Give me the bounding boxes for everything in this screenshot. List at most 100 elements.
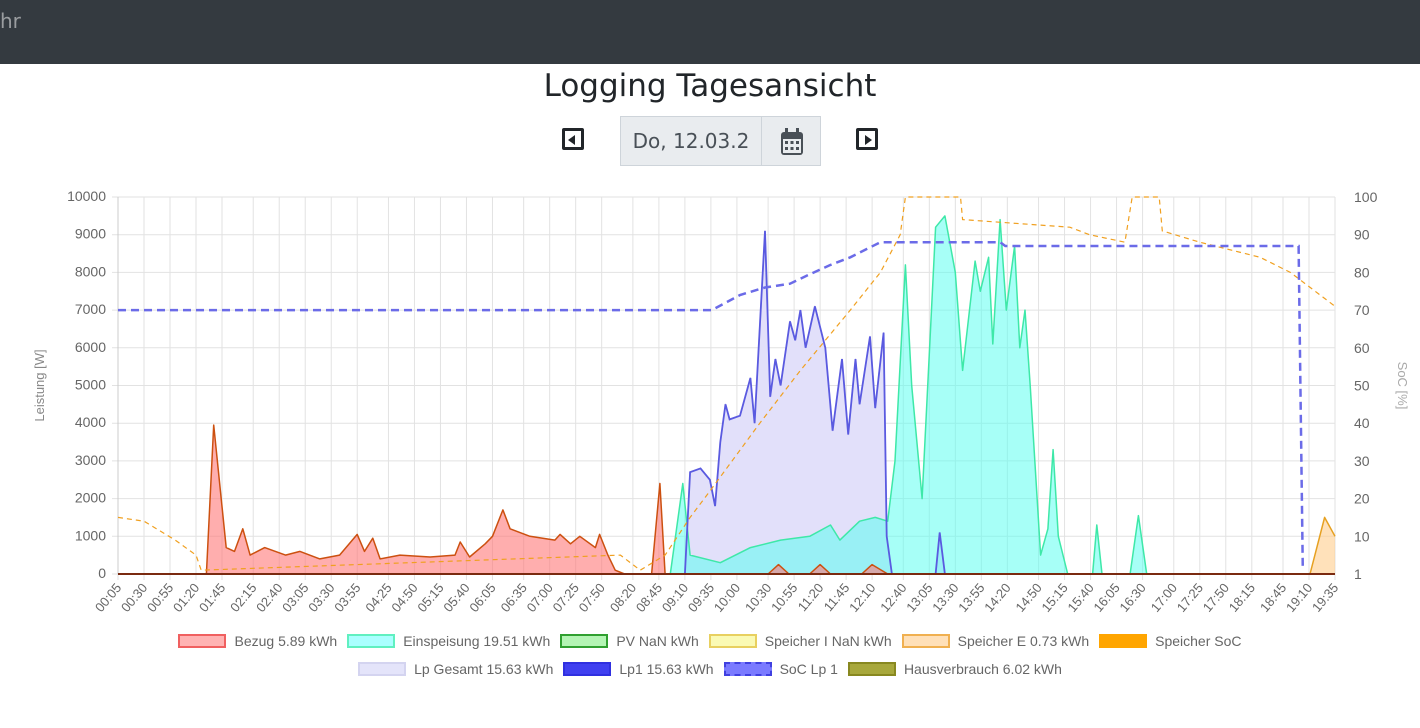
y-axis-title: Leistung [W] bbox=[32, 349, 47, 421]
legend-label: Speicher E 0.73 kWh bbox=[957, 633, 1090, 649]
legend-swatch bbox=[708, 634, 757, 648]
calendar-button[interactable] bbox=[761, 116, 821, 166]
x-tick-label: 12:10 bbox=[846, 580, 878, 615]
y2-tick-label: 30 bbox=[1354, 453, 1370, 469]
legend-swatch bbox=[1099, 634, 1148, 648]
x-tick-label: 14:20 bbox=[981, 580, 1013, 615]
series-area-bezug bbox=[118, 425, 888, 574]
legend-item[interactable]: Bezug 5.89 kWh bbox=[178, 633, 337, 649]
y2-tick-label: 50 bbox=[1354, 378, 1370, 394]
legend-label: Lp1 15.63 kWh bbox=[619, 661, 714, 677]
legend-label: Speicher SoC bbox=[1155, 633, 1242, 649]
y2-axis-title: SoC [%] bbox=[1395, 362, 1410, 410]
x-tick-label: 17:50 bbox=[1200, 580, 1232, 615]
x-tick-label: 00:55 bbox=[144, 580, 176, 615]
legend-swatch bbox=[358, 662, 407, 676]
legend-label: Bezug 5.89 kWh bbox=[234, 633, 338, 649]
x-tick-label: 16:05 bbox=[1090, 580, 1122, 615]
x-tick-label: 18:15 bbox=[1226, 580, 1258, 615]
x-tick-label: 11:20 bbox=[795, 580, 827, 614]
legend-row-2: Lp Gesamt 15.63 kWh Lp1 15.63 kWh SoC Lp 1… bbox=[0, 661, 1420, 677]
legend-item[interactable]: SoC Lp 1 bbox=[723, 661, 838, 677]
y-tick-label: 3000 bbox=[75, 452, 106, 468]
x-tick-label: 08:20 bbox=[607, 580, 639, 615]
legend-item[interactable]: Speicher SoC bbox=[1099, 633, 1242, 649]
y2-tick-label: 90 bbox=[1354, 227, 1370, 243]
x-tick-label: 07:25 bbox=[550, 580, 582, 615]
series-area-lp bbox=[684, 230, 945, 574]
legend-swatch bbox=[560, 634, 609, 648]
next-day-button[interactable] bbox=[856, 128, 878, 150]
legend-label: SoC Lp 1 bbox=[779, 661, 838, 677]
y-tick-label: 1000 bbox=[75, 527, 106, 543]
x-tick-label: 02:15 bbox=[227, 580, 259, 615]
x-tick-label: 14:50 bbox=[1012, 580, 1044, 615]
caret-right-icon bbox=[865, 135, 872, 145]
navbar: hr bbox=[0, 0, 1420, 64]
x-tick-label: 08:45 bbox=[633, 580, 665, 615]
legend-item[interactable]: PV NaN kWh bbox=[560, 633, 699, 649]
y2-tick-label: 70 bbox=[1354, 302, 1370, 318]
x-tick-label: 13:05 bbox=[903, 580, 935, 615]
series-line-soc-lp1 bbox=[118, 240, 1305, 571]
y-tick-label: 6000 bbox=[75, 339, 106, 355]
legend-swatch bbox=[178, 634, 227, 648]
x-tick-label: 13:30 bbox=[929, 580, 961, 615]
legend-row-1: Bezug 5.89 kWh Einspeisung 19.51 kWh PV Na… bbox=[0, 633, 1420, 649]
legend-item[interactable]: Hausverbrauch 6.02 kWh bbox=[847, 661, 1062, 677]
series-line-lp1 bbox=[684, 230, 946, 575]
legend-item[interactable]: Lp Gesamt 15.63 kWh bbox=[358, 661, 553, 677]
y-tick-label: 5000 bbox=[75, 377, 106, 393]
legend-label: Lp Gesamt 15.63 kWh bbox=[414, 661, 554, 677]
x-tick-label: 04:25 bbox=[362, 580, 394, 615]
x-tick-label: 01:20 bbox=[170, 580, 202, 615]
x-tick-label: 00:05 bbox=[92, 580, 124, 615]
legend-item[interactable]: Speicher I NaN kWh bbox=[708, 633, 892, 649]
x-tick-label: 12:40 bbox=[877, 580, 909, 615]
x-tick-label: 05:15 bbox=[414, 580, 446, 615]
x-tick-label: 09:10 bbox=[659, 580, 691, 615]
y2-tick-label: 100 bbox=[1354, 189, 1378, 205]
caret-left-icon bbox=[568, 135, 575, 145]
x-tick-label: 17:00 bbox=[1148, 580, 1180, 615]
x-tick-label: 01:45 bbox=[196, 580, 228, 615]
legend-swatch bbox=[847, 662, 896, 676]
legend-label: Speicher I NaN kWh bbox=[764, 633, 892, 649]
x-tick-label: 10:30 bbox=[742, 580, 774, 615]
legend-label: Hausverbrauch 6.02 kWh bbox=[903, 661, 1062, 677]
y2-tick-label: 60 bbox=[1354, 340, 1370, 356]
x-tick-label: 06:05 bbox=[466, 580, 498, 615]
legend-label: PV NaN kWh bbox=[616, 633, 699, 649]
y-tick-label: 10000 bbox=[67, 188, 106, 204]
legend-item[interactable]: Lp1 15.63 kWh bbox=[563, 661, 714, 677]
x-tick-label: 13:55 bbox=[955, 580, 987, 615]
legend-label: Einspeisung 19.51 kWh bbox=[403, 633, 551, 649]
date-input[interactable]: Do, 12.03.2 bbox=[620, 116, 762, 166]
x-tick-label: 02:40 bbox=[253, 580, 285, 615]
y-tick-label: 9000 bbox=[75, 226, 106, 242]
x-tick-label: 07:50 bbox=[576, 580, 608, 615]
x-tick-label: 05:40 bbox=[440, 580, 472, 615]
x-tick-label: 18:45 bbox=[1257, 580, 1289, 615]
x-tick-label: 03:55 bbox=[331, 580, 363, 615]
x-tick-label: 06:35 bbox=[498, 580, 530, 615]
y-tick-label: 4000 bbox=[75, 414, 106, 430]
x-tick-label: 19:10 bbox=[1283, 580, 1315, 615]
legend-swatch bbox=[901, 634, 950, 648]
legend-swatch bbox=[723, 662, 772, 676]
series-line-einspeisung bbox=[669, 215, 1148, 575]
legend-swatch bbox=[563, 662, 612, 676]
y2-tick-label: 80 bbox=[1354, 264, 1370, 280]
page-title: Logging Tagesansicht bbox=[543, 68, 877, 104]
series-line-bezug bbox=[118, 424, 889, 575]
legend-item[interactable]: Einspeisung 19.51 kWh bbox=[347, 633, 550, 649]
x-tick-label: 17:25 bbox=[1174, 580, 1206, 615]
navbar-brand[interactable]: hr bbox=[0, 9, 21, 33]
x-tick-label: 03:05 bbox=[279, 580, 311, 615]
series-line-speicher-soc bbox=[117, 196, 1336, 571]
legend-item[interactable]: Speicher E 0.73 kWh bbox=[901, 633, 1090, 649]
prev-day-button[interactable] bbox=[562, 128, 584, 150]
x-tick-label: 03:30 bbox=[305, 580, 337, 615]
x-tick-label: 10:55 bbox=[768, 580, 800, 615]
series-area-einspeisung bbox=[670, 215, 1147, 574]
